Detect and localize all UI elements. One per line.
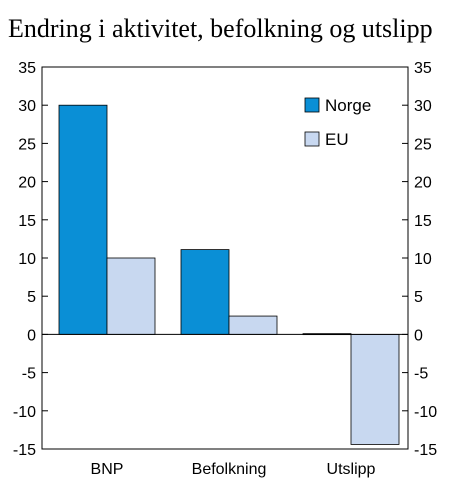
category-label: BNP bbox=[91, 461, 124, 478]
y-tick-label-left: 30 bbox=[18, 98, 36, 115]
bar-eu-utslipp bbox=[350, 333, 400, 445]
y-tick-label-right: 15 bbox=[414, 213, 432, 230]
y-tick-label-right: 35 bbox=[414, 60, 432, 77]
legend: Norge EU bbox=[304, 96, 371, 149]
right-y-axis: -15 -10 -5 0 5 10 15 20 25 30 35 bbox=[402, 60, 437, 459]
y-tick-label-right: 0 bbox=[414, 327, 423, 344]
category-label: Befolkning bbox=[192, 461, 267, 478]
y-tick-label-left: -10 bbox=[13, 404, 36, 421]
legend-label-eu: EU bbox=[325, 130, 349, 149]
y-tick-label-left: 0 bbox=[27, 327, 36, 344]
y-tick-label-left: 10 bbox=[18, 251, 36, 268]
y-tick-label-left: -5 bbox=[22, 366, 36, 383]
y-tick-label-left: 35 bbox=[18, 60, 36, 77]
y-tick-label-left: -15 bbox=[13, 442, 36, 459]
chart-title: Endring i aktivitet, befolkning og utsli… bbox=[8, 14, 433, 43]
bars-layer bbox=[58, 104, 400, 445]
y-tick-label-right: 10 bbox=[414, 251, 432, 268]
legend-swatch-eu bbox=[304, 131, 320, 147]
category-label: Utslipp bbox=[327, 461, 376, 478]
y-tick-label-right: -10 bbox=[414, 404, 437, 421]
y-tick-label-left: 5 bbox=[27, 289, 36, 306]
y-tick-label-right: -5 bbox=[414, 366, 428, 383]
y-tick-label-right: 30 bbox=[414, 98, 432, 115]
y-tick-label-right: 20 bbox=[414, 175, 432, 192]
y-tick-label-left: 20 bbox=[18, 175, 36, 192]
bar-norge-befolkning bbox=[180, 249, 230, 335]
bar-norge-bnp bbox=[58, 104, 108, 335]
bar-eu-befolkning bbox=[228, 315, 278, 335]
legend-swatch-norge bbox=[304, 97, 320, 113]
y-tick-label-left: 15 bbox=[18, 213, 36, 230]
bar-eu-bnp bbox=[106, 257, 156, 335]
left-y-axis: -15 -10 -5 0 5 10 15 20 25 30 35 bbox=[13, 60, 48, 459]
y-tick-label-left: 25 bbox=[18, 136, 36, 153]
y-tick-label-right: -15 bbox=[414, 442, 437, 459]
legend-label-norge: Norge bbox=[325, 96, 371, 115]
y-tick-label-right: 25 bbox=[414, 136, 432, 153]
y-tick-label-right: 5 bbox=[414, 289, 423, 306]
x-axis-categories: BNP Befolkning Utslipp bbox=[91, 461, 376, 478]
